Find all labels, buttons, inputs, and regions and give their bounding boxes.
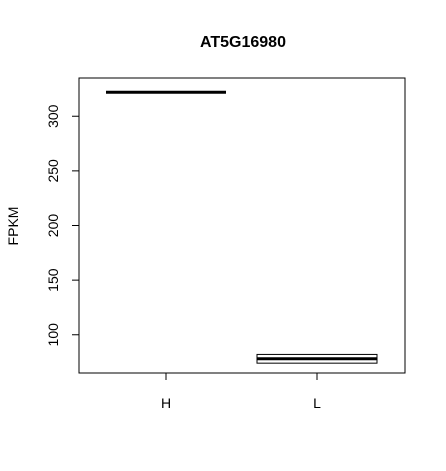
y-tick-label: 300 <box>45 104 61 128</box>
y-axis: 100 150 200 250 300 <box>45 104 80 347</box>
y-tick-label: 250 <box>45 159 61 183</box>
chart-title: AT5G16980 <box>200 34 286 51</box>
box-L <box>256 353 378 364</box>
x-tick-label-H: H <box>161 395 171 411</box>
y-axis-label: FPKM <box>5 207 21 246</box>
y-tick-label: 200 <box>45 214 61 238</box>
y-tick-label: 150 <box>45 268 61 292</box>
y-tick-label: 100 <box>45 323 61 347</box>
box-series <box>106 90 378 364</box>
x-tick-label-L: L <box>313 395 321 411</box>
plot-frame <box>78 77 406 374</box>
